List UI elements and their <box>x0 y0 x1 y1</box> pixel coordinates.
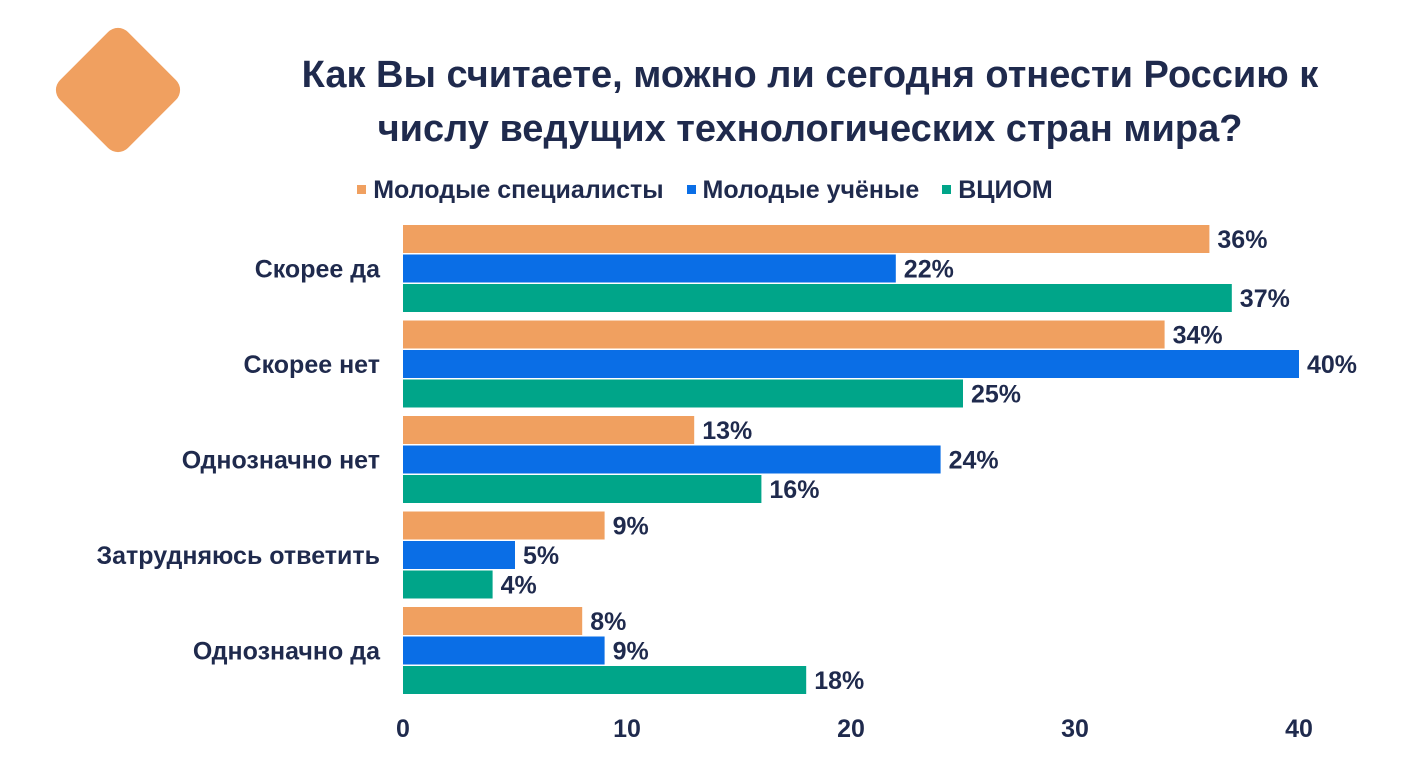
legend-label: ВЦИОМ <box>958 176 1053 204</box>
legend-item: Молодые специалисты <box>357 176 664 205</box>
legend-item: ВЦИОМ <box>942 176 1053 205</box>
data-label: 40% <box>1307 351 1357 379</box>
x-tick-label: 20 <box>837 715 865 743</box>
data-label: 5% <box>523 542 559 570</box>
category-label: Затрудняюсь ответить <box>96 542 380 570</box>
legend-swatch <box>942 184 952 194</box>
bar <box>403 541 515 569</box>
chart-title: Как Вы считаете, можно ли сегодня отнест… <box>250 48 1370 156</box>
category-label: Скорее да <box>255 256 381 284</box>
category-label: Однозначно да <box>193 638 381 666</box>
bar <box>403 636 605 665</box>
bar <box>403 284 1232 312</box>
bar <box>403 379 963 408</box>
chart-title-line-1: Как Вы считаете, можно ли сегодня отнест… <box>301 54 1319 96</box>
data-label: 25% <box>971 381 1021 409</box>
legend-label: Молодые учёные <box>702 176 920 204</box>
category-label: Однозначно нет <box>182 447 380 475</box>
x-tick-label: 30 <box>1061 715 1089 743</box>
legend-item: Молодые учёные <box>686 176 920 205</box>
data-label: 9% <box>613 513 649 541</box>
data-label: 4% <box>501 572 537 600</box>
x-tick-label: 40 <box>1285 715 1313 743</box>
data-label: 22% <box>904 256 954 284</box>
legend-label: Молодые специалисты <box>373 176 664 204</box>
data-label: 34% <box>1173 322 1223 350</box>
bar <box>403 666 807 694</box>
bar <box>403 350 1299 378</box>
data-label: 36% <box>1217 226 1267 254</box>
legend-swatch <box>686 184 696 194</box>
data-label: 24% <box>949 447 999 475</box>
bar <box>403 475 762 503</box>
bar <box>403 511 605 540</box>
legend-swatch <box>357 184 367 194</box>
bar <box>403 570 493 599</box>
bar <box>403 225 1210 253</box>
data-label: 13% <box>702 417 752 445</box>
x-tick-label: 0 <box>396 715 410 743</box>
data-label: 37% <box>1240 285 1290 313</box>
category-label: Скорее нет <box>244 351 380 379</box>
chart-legend: Молодые специалисты Молодые учёные ВЦИОМ <box>0 176 1410 205</box>
data-label: 18% <box>814 667 864 695</box>
data-label: 16% <box>769 476 819 504</box>
bar <box>403 416 695 444</box>
bar <box>403 320 1165 349</box>
x-tick-label: 10 <box>613 715 641 743</box>
data-label: 9% <box>613 638 649 666</box>
bar <box>403 607 583 635</box>
bar <box>403 445 941 474</box>
bar <box>403 254 896 283</box>
data-label: 8% <box>590 608 626 636</box>
chart-title-line-2: числу ведущих технологических стран мира… <box>377 108 1243 150</box>
